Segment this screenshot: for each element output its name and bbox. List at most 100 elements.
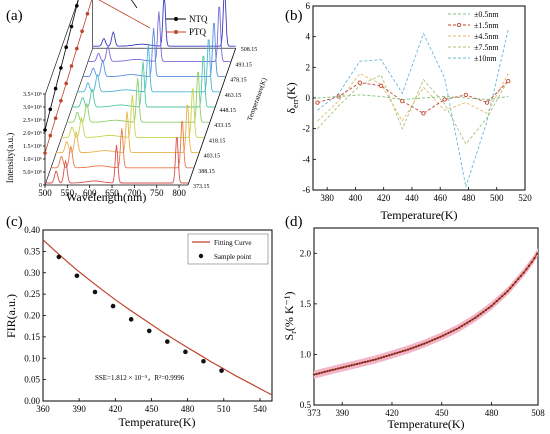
panel-d: (d) 373 390 420 450 480 508 0.5 1.0 1.5 2.0 Tempe…	[282, 214, 545, 431]
panel-d-point	[388, 354, 391, 357]
panel-d-point	[447, 331, 450, 335]
panel-a-spectrum-508.15	[92, 0, 236, 47]
panel-a-x-tick-label: 750	[150, 188, 164, 198]
panel-c-sample-point	[183, 349, 188, 355]
panel-c-ticks: 360 390 420 450 480 510 540 0.00 0.05 0.10 0.15 0.2…	[24, 225, 267, 414]
panel-a-x-tick-label: 600	[83, 188, 97, 198]
panel-a-x-tick-label: 500	[38, 188, 52, 198]
legend-ptq: PTQ	[189, 27, 207, 37]
panel-d-point	[455, 327, 458, 331]
panel-d-point	[420, 343, 423, 346]
legend-sample-point: Sample point	[214, 253, 251, 261]
panel-d-y-tick-label: 0.5	[300, 400, 312, 410]
panel-a-ptq-point	[69, 64, 74, 68]
panel-d-point	[369, 359, 372, 362]
panel-b-y-label-main: δ	[284, 108, 298, 114]
panel-c-y-tick-label: 0.10	[24, 353, 40, 363]
panel-d-point	[398, 350, 402, 354]
panel-d-point	[522, 271, 525, 274]
panel-d-point	[401, 350, 404, 353]
panel-d-point	[423, 342, 426, 345]
panel-d-point	[404, 349, 407, 352]
panel-d-point	[334, 368, 337, 371]
panel-c-sample-point	[165, 339, 170, 344]
panel-b-x-label: Temperature(K)	[380, 208, 457, 222]
panel-c-x-tick-label: 510	[217, 404, 231, 414]
panel-d-point	[406, 348, 410, 351]
panel-a-ptq-point	[64, 81, 68, 86]
panel-a-temperature-ticks: 373.15 388.15 403.15 418.15 433.15 448.15 463.…	[193, 47, 257, 190]
panel-d-point	[318, 372, 321, 375]
panel-b-series-point	[463, 92, 469, 98]
panel-d-point	[509, 287, 512, 290]
panel-d-point	[372, 358, 375, 362]
panel-b-series-point	[357, 80, 363, 85]
panel-b-ticks: 380 400 420 440 460 480 500 520 -6 -4 -2 0 2 4 6	[303, 1, 533, 203]
panel-d-point	[492, 302, 496, 305]
panel-c-y-tick-label: 0.35	[24, 246, 40, 256]
panel-a-spectrum-493.15	[87, 6, 231, 62]
panel-b-series-point	[421, 111, 426, 116]
panel-d-point	[345, 365, 348, 368]
panel-d-curve	[313, 251, 539, 376]
panel-b-x-tick-label: 440	[405, 193, 419, 203]
panel-d-point	[366, 360, 369, 363]
panel-d-point	[503, 292, 506, 295]
panel-d-point	[431, 339, 434, 342]
panel-d-point	[350, 364, 353, 367]
panel-c-legend: Fitting Curve Sample point	[187, 233, 269, 265]
panel-b-legend-entry: ±4.5nm	[474, 32, 499, 41]
panel-a-x-tick-label: 800	[172, 188, 186, 198]
panel-d-label: (d)	[285, 214, 303, 230]
panel-a-temp-tick-label: 373.15	[193, 184, 210, 190]
panel-a-y-tick-label: 1.0×10⁶	[23, 157, 42, 163]
panel-a-ntq-point	[69, 24, 74, 29]
panel-c-annotation: SSE=1.812 × 10⁻⁵，R²=0.9996	[95, 374, 185, 382]
panel-d-point	[484, 308, 488, 312]
panel-a-ntq-point	[43, 128, 47, 132]
panel-d-point	[412, 346, 415, 349]
panel-a-ntq-point	[48, 107, 53, 112]
panel-a-temp-tick-label: 433.15	[214, 123, 231, 129]
panel-d-point	[449, 330, 453, 333]
panel-a-ptq-point	[53, 116, 58, 120]
panel-b-y-label: δerr(K)	[284, 82, 300, 113]
panel-b-series-line	[317, 72, 509, 122]
panel-d-point	[506, 290, 509, 293]
panel-a-y-tick-label: 3.0×10⁶	[23, 105, 42, 111]
panel-c-x-tick-label: 450	[145, 404, 159, 414]
panel-b-legend-marker	[456, 22, 462, 28]
panel-a-y-tick-label: 2.0×10⁶	[23, 131, 42, 137]
panel-c-y-tick-label: 0.40	[24, 225, 40, 235]
panel-a-y-ticks: 0 5.0×10⁵ 1.0×10⁶ 1.5×10⁶ 2.0×10⁶ 2.5×10⁶ 3.0×…	[23, 92, 45, 189]
panel-d-point	[374, 358, 377, 361]
panel-a-ptq-point	[80, 29, 84, 33]
panel-c-sample-point	[146, 328, 152, 334]
panel-a-temp-tick-label: 463.15	[225, 93, 242, 99]
panel-d-point	[347, 364, 351, 368]
panel-b-series-point	[506, 78, 511, 84]
panel-d-point	[315, 372, 318, 376]
panel-a-ntq-point	[53, 86, 58, 91]
panel-d-point	[393, 352, 396, 355]
panel-d-point	[409, 347, 412, 350]
panel-d-point	[536, 252, 539, 255]
panel-c-y-tick-label: 0.25	[24, 289, 40, 299]
panel-c-x-tick-label: 540	[253, 404, 267, 414]
panel-b-series-line	[317, 94, 509, 100]
panel-d-x-tick-label: 480	[485, 408, 499, 418]
panel-d-point	[380, 356, 383, 359]
panel-d-y-tick-label: 2.0	[300, 248, 312, 258]
legend-ntq: NTQ	[189, 14, 208, 24]
panel-d-point	[527, 264, 531, 267]
panel-a-label: (a)	[6, 8, 23, 24]
panel-c-sample-point	[56, 254, 62, 260]
panel-b-series-point	[315, 100, 320, 105]
panel-a-ptq-point	[59, 99, 63, 103]
panel-a-spectrum-388.15	[50, 121, 194, 169]
panel-d-point	[444, 333, 447, 336]
panel-d-point	[476, 314, 480, 317]
panel-c-sample-point	[201, 358, 206, 364]
panel-a-axes	[44, 0, 237, 186]
panel-a-x-label: Wavelength(nm)	[66, 190, 146, 204]
